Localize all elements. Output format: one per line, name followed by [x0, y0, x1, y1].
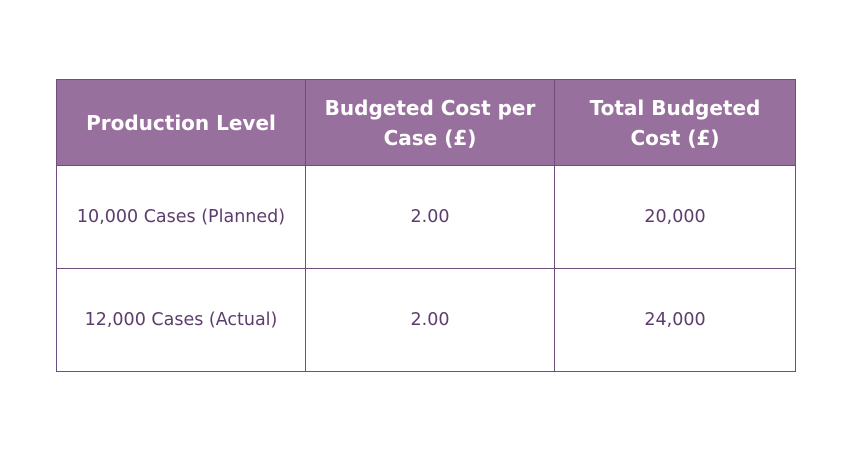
header-total-budgeted-cost: Total Budgeted Cost (£) [554, 79, 796, 166]
header-production-level: Production Level [56, 79, 306, 166]
header-budgeted-cost-per-case: Budgeted Cost per Case (£) [305, 79, 555, 166]
budget-table: Production Level Budgeted Cost per Case … [56, 79, 796, 372]
cell-cost-per-case: 2.00 [305, 268, 555, 372]
cell-production-level: 10,000 Cases (Planned) [56, 165, 306, 269]
cell-production-level: 12,000 Cases (Actual) [56, 268, 306, 372]
table-row: 10,000 Cases (Planned) 2.00 20,000 [56, 165, 796, 269]
cell-total-cost: 24,000 [554, 268, 796, 372]
table-row: 12,000 Cases (Actual) 2.00 24,000 [56, 268, 796, 372]
table-header: Production Level Budgeted Cost per Case … [56, 79, 796, 166]
cell-cost-per-case: 2.00 [305, 165, 555, 269]
header-row: Production Level Budgeted Cost per Case … [56, 79, 796, 166]
cell-total-cost: 20,000 [554, 165, 796, 269]
table-body: 10,000 Cases (Planned) 2.00 20,000 12,00… [56, 165, 796, 372]
